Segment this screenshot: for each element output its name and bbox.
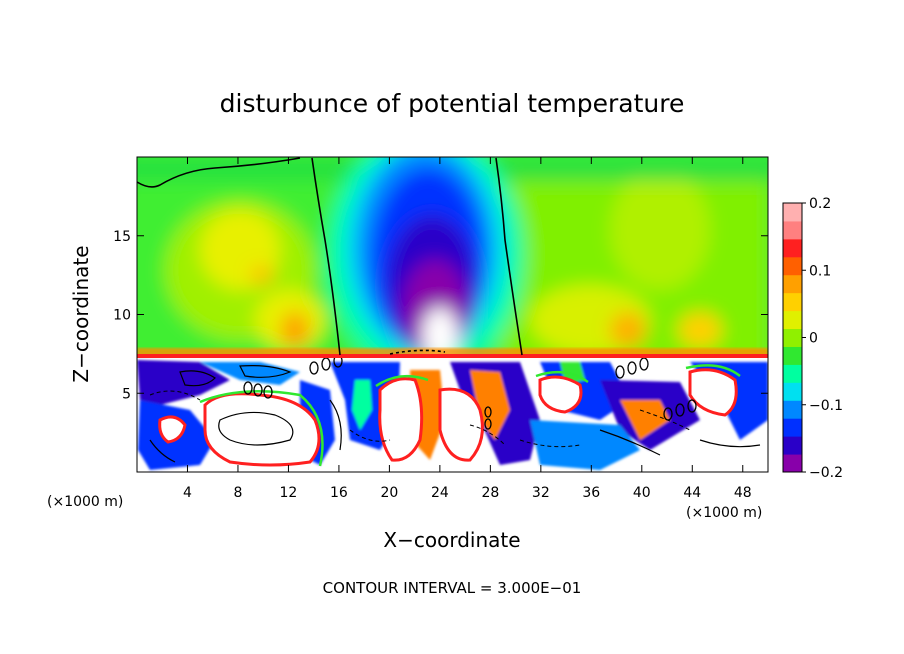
x-tick-label: 48: [734, 485, 752, 501]
colorbar-tick-label: −0.1: [809, 398, 843, 414]
colorbar: 0.2 0.1 0 −0.1 −0.2: [782, 196, 843, 481]
upper-field: [137, 157, 768, 358]
x-tick-label: 28: [481, 485, 499, 501]
colorbar-swatch: [783, 220, 802, 240]
x-tick-label: 40: [633, 485, 651, 501]
colorbar-swatch: [783, 256, 802, 276]
colorbar-tick-label: −0.2: [809, 465, 843, 481]
y-axis: 5 10 15: [113, 229, 768, 402]
y-tick-label: 5: [122, 386, 131, 402]
x-axis: 4 8 12 16 20 24 28 32 36 40 44 48: [183, 157, 752, 501]
x-tick-label: 36: [582, 485, 600, 501]
colorbar-tick-label: 0.1: [809, 263, 831, 279]
colorbar-swatch: [783, 400, 802, 419]
contour-interval-note: CONTOUR INTERVAL = 3.000E−01: [323, 579, 582, 597]
colorbar-swatch: [783, 436, 802, 455]
x-tick-label: 4: [183, 485, 192, 501]
chart-title: disturbunce of potential temperature: [220, 89, 685, 118]
y-axis-label: Z−coordinate: [69, 245, 93, 382]
lower-field: [137, 358, 768, 472]
x-axis-label: X−coordinate: [383, 528, 520, 552]
colorbar-tick-label: 0.2: [809, 196, 831, 212]
x-unit-right: (×1000 m): [686, 505, 762, 521]
colorbar-swatch: [783, 203, 802, 222]
x-tick-label: 44: [683, 485, 701, 501]
x-tick-label: 8: [233, 485, 242, 501]
colorbar-swatch: [783, 274, 802, 294]
colorbar-swatch: [783, 328, 802, 347]
x-tick-label: 12: [280, 485, 298, 501]
lower-pockets: [158, 368, 738, 467]
colorbar-swatch: [783, 418, 802, 437]
zero-contours: [137, 157, 523, 356]
y-tick-label: 15: [113, 229, 131, 245]
colorbar-swatch: [783, 454, 802, 473]
colorbar-swatch: [783, 364, 802, 383]
x-tick-label: 20: [380, 485, 398, 501]
colorbar-swatch: [783, 310, 802, 330]
x-tick-label: 32: [532, 485, 550, 501]
x-unit-left: (×1000 m): [47, 494, 123, 510]
x-tick-label: 24: [431, 485, 449, 501]
y-tick-label: 10: [113, 308, 131, 324]
plot-area: [137, 157, 768, 472]
colorbar-swatch: [783, 346, 802, 365]
x-tick-label: 16: [330, 485, 348, 501]
colorbar-swatch: [783, 382, 802, 401]
colorbar-tick-label: 0: [809, 331, 818, 347]
colorbar-swatch: [783, 292, 802, 312]
colorbar-swatch: [783, 238, 802, 258]
